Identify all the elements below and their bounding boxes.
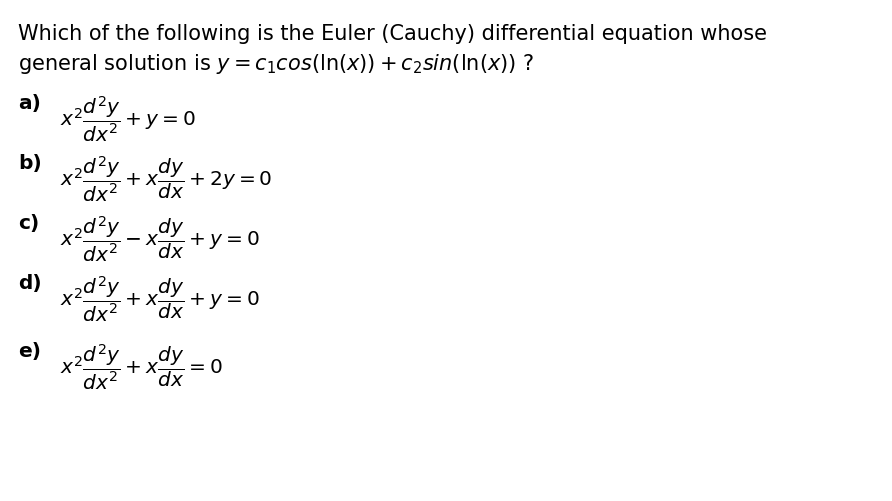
Text: b): b) — [18, 154, 42, 173]
Text: $x^2\dfrac{d^2y}{dx^2} + x\dfrac{dy}{dx} = 0$: $x^2\dfrac{d^2y}{dx^2} + x\dfrac{dy}{dx}… — [60, 341, 223, 391]
Text: d): d) — [18, 274, 42, 293]
Text: e): e) — [18, 341, 41, 360]
Text: general solution is $y = c_1\mathit{cos}(\mathrm{ln}(x)) + c_2\mathit{sin}(\math: general solution is $y = c_1\mathit{cos}… — [18, 52, 534, 76]
Text: $x^2\dfrac{d^2y}{dx^2} + x\dfrac{dy}{dx} + 2y = 0$: $x^2\dfrac{d^2y}{dx^2} + x\dfrac{dy}{dx}… — [60, 154, 272, 203]
Text: c): c) — [18, 213, 39, 232]
Text: a): a) — [18, 94, 41, 113]
Text: $x^2\dfrac{d^2y}{dx^2} - x\dfrac{dy}{dx} + y = 0$: $x^2\dfrac{d^2y}{dx^2} - x\dfrac{dy}{dx}… — [60, 213, 260, 263]
Text: $x^2\dfrac{d^2y}{dx^2} + x\dfrac{dy}{dx} + y = 0$: $x^2\dfrac{d^2y}{dx^2} + x\dfrac{dy}{dx}… — [60, 274, 260, 323]
Text: Which of the following is the Euler (Cauchy) differential equation whose: Which of the following is the Euler (Cau… — [18, 24, 767, 44]
Text: $x^2\dfrac{d^2y}{dx^2} + y = 0$: $x^2\dfrac{d^2y}{dx^2} + y = 0$ — [60, 94, 196, 143]
